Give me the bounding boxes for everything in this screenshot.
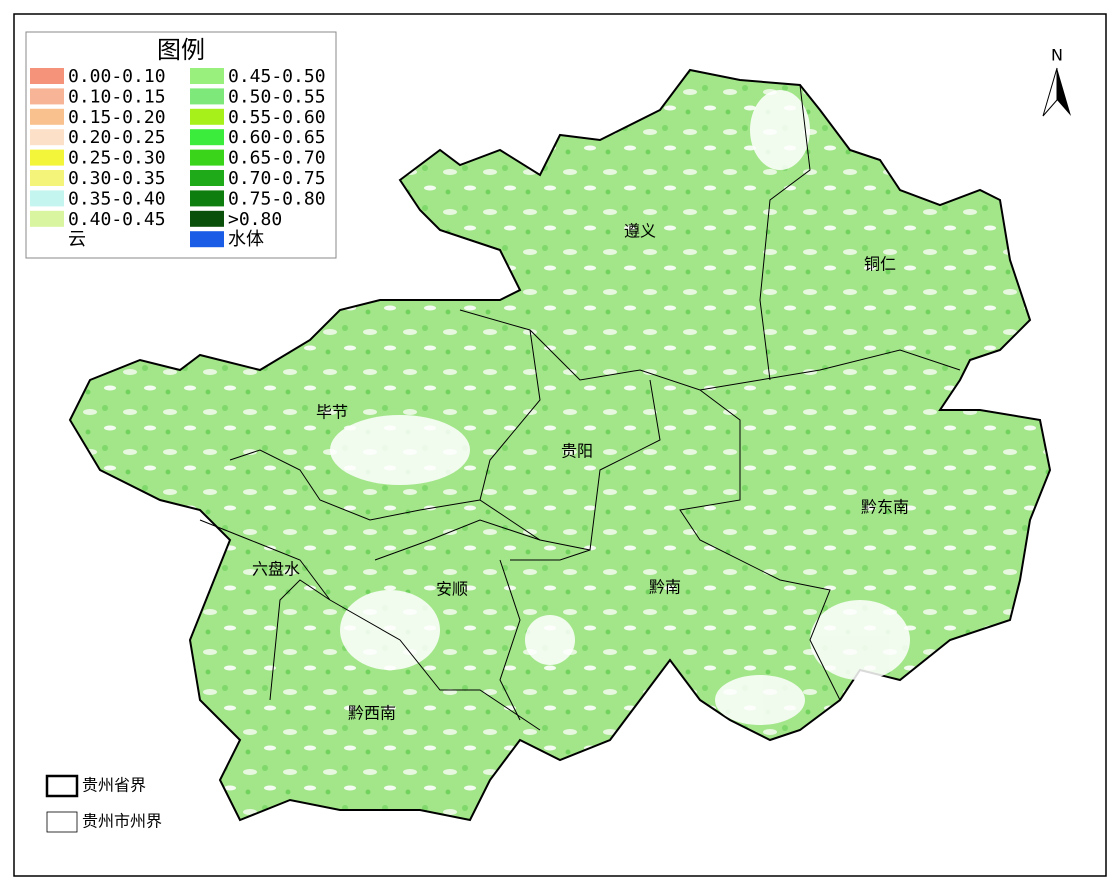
region-label: 遵义 <box>624 222 656 241</box>
prefecture-boundaries <box>199 84 961 731</box>
region-label: 毕节 <box>316 403 348 422</box>
north-label: N <box>1051 46 1063 65</box>
legend-label: 0.75-0.80 <box>228 188 326 209</box>
legend-swatch <box>30 149 64 166</box>
legend-swatch <box>30 108 64 125</box>
legend-label: 0.70-0.75 <box>228 168 326 189</box>
legend-swatch <box>190 129 224 146</box>
boundary-legend-label: 贵州省界 <box>82 776 146 795</box>
legend-swatch <box>190 108 224 125</box>
legend-swatch <box>30 68 64 84</box>
legend-label: 0.20-0.25 <box>68 127 166 148</box>
legend-label: 0.15-0.20 <box>68 107 166 128</box>
legend-swatch <box>190 149 224 166</box>
legend-label: 0.50-0.55 <box>228 86 326 107</box>
legend-label: 0.25-0.30 <box>68 148 166 169</box>
legend-swatch <box>30 210 64 227</box>
legend-swatch <box>30 170 64 186</box>
legend-label: 0.60-0.65 <box>228 127 326 148</box>
legend-swatch <box>190 231 224 248</box>
north-arrow-left <box>1042 67 1058 117</box>
north-arrow-right <box>1057 68 1071 116</box>
boundary-legend-label: 贵州市州界 <box>82 812 162 831</box>
region-label: 黔东南 <box>861 498 909 517</box>
province <box>68 68 1052 822</box>
region-label: 安顺 <box>436 580 468 599</box>
prefecture-boundary-swatch <box>46 811 78 833</box>
white-areas <box>330 90 910 725</box>
legend-title: 图例 <box>157 36 205 64</box>
legend-swatch <box>30 88 64 105</box>
region-label: 六盘水 <box>252 560 300 579</box>
legend-label: 水体 <box>228 229 264 250</box>
legend-swatch <box>190 190 224 207</box>
region-label: 铜仁 <box>864 255 896 274</box>
legend-swatch <box>30 231 64 248</box>
legend-label: 0.00-0.10 <box>68 66 166 87</box>
legend-label: 0.55-0.60 <box>228 107 326 128</box>
legend-swatch <box>30 190 64 207</box>
frame <box>13 13 1107 877</box>
region-label: 黔南 <box>649 578 681 597</box>
legend-swatch <box>190 170 224 186</box>
region-label: 黔西南 <box>348 704 396 723</box>
legend-label: >0.80 <box>228 209 282 230</box>
legend-box <box>25 31 337 259</box>
legend-label: 0.40-0.45 <box>68 209 166 230</box>
legend-swatch <box>190 68 224 84</box>
legend-label: 0.45-0.50 <box>228 66 326 87</box>
legend-swatch <box>190 88 224 105</box>
legend-label: 0.30-0.35 <box>68 168 166 189</box>
legend-label: 0.65-0.70 <box>228 148 326 169</box>
legend-label: 0.10-0.15 <box>68 86 166 107</box>
legend-swatch <box>30 129 64 146</box>
legend-label: 0.35-0.40 <box>68 188 166 209</box>
region-label: 贵阳 <box>561 442 593 461</box>
legend-swatch <box>190 210 224 227</box>
province-boundary-swatch <box>45 774 79 798</box>
legend-label: 云 <box>68 229 86 250</box>
